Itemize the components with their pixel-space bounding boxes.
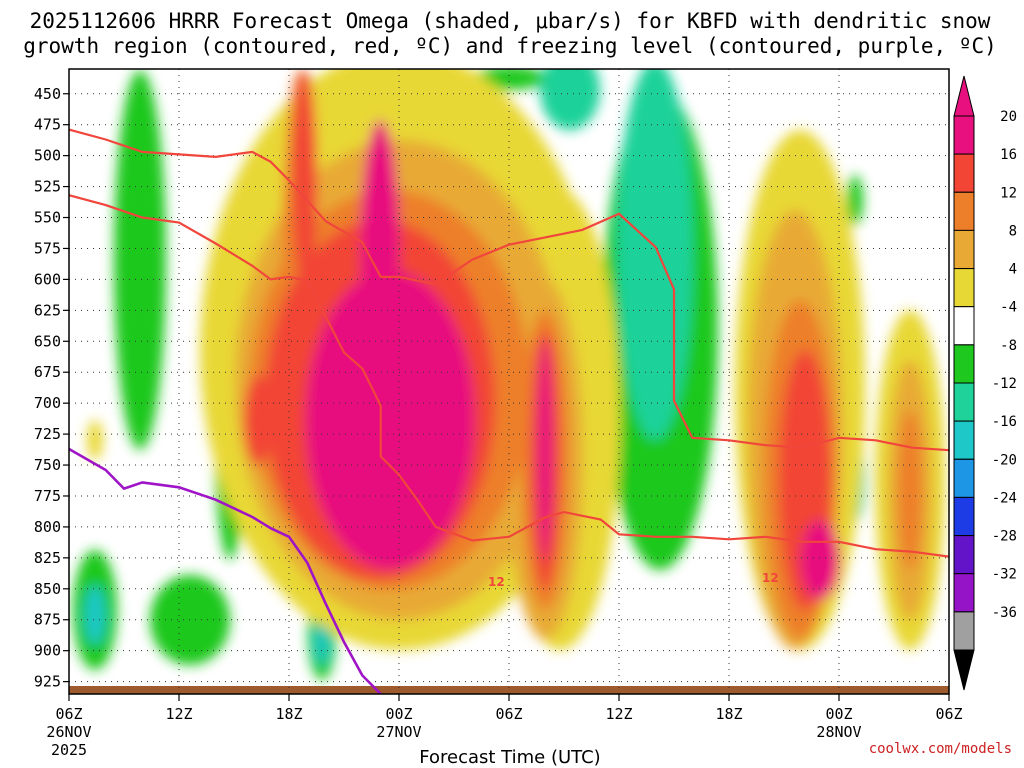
- colorbar-label: -36: [992, 605, 1017, 621]
- dgz-label-b: 12: [762, 571, 779, 585]
- dgz-contour-lower: [69, 128, 949, 452]
- y-tick-label: 875: [34, 611, 61, 629]
- x-tick-label: 12Z: [605, 705, 632, 723]
- colorbar-swatch: [953, 268, 975, 308]
- colorbar-swatch: [953, 420, 975, 460]
- credit-text: coolwx.com/models: [869, 741, 1012, 757]
- chart-title-line2: growth region (contoured, red, ºC) and f…: [23, 34, 997, 58]
- colorbar-swatch: [953, 611, 975, 651]
- colorbar-label: 8: [1009, 223, 1017, 239]
- y-tick-label: 650: [34, 332, 61, 350]
- omega-core-2: [360, 120, 400, 380]
- colorbar-swatch: [953, 458, 975, 498]
- y-tick-label: 450: [34, 85, 61, 103]
- omega-pos-area-19: [244, 375, 272, 465]
- omega-core-3: [537, 340, 553, 560]
- colorbar-label: -4: [1000, 300, 1017, 316]
- colorbar-swatch: [953, 229, 975, 269]
- y-tick-label: 825: [34, 549, 61, 567]
- colorbar-swatch: [953, 344, 975, 384]
- x-tick-label: 06Z: [55, 705, 82, 723]
- omega-neg-area-1: [114, 70, 166, 450]
- chart-title-line1: 2025112606 HRRR Forecast Omega (shaded, …: [30, 9, 991, 33]
- x-tick-label: 06Z: [935, 705, 962, 723]
- x-tick-label: 18Z: [715, 705, 742, 723]
- colorbar-label: -12: [992, 376, 1017, 392]
- x-tick-label: 06Z: [495, 705, 522, 723]
- colorbar-swatch: [953, 191, 975, 231]
- y-tick-label: 575: [34, 239, 61, 257]
- omega-pos-area-13: [898, 410, 922, 570]
- contour-layer: 12 12: [69, 128, 949, 694]
- colorbar-swatch: [953, 535, 975, 575]
- ground-strip: [69, 686, 949, 694]
- y-axis: 450 475 500 525 550 575 600 625 650 675 700 725 750 7…: [34, 85, 69, 691]
- y-tick-label: 750: [34, 456, 61, 474]
- colorbar-label: -8: [1000, 338, 1017, 354]
- colorbar-swatch: [953, 115, 975, 155]
- y-tick-label: 500: [34, 147, 61, 165]
- dgz-contour-upper: [69, 194, 949, 558]
- colorbar-swatch: [953, 496, 975, 536]
- x-tick-date: 28NOV: [816, 723, 861, 741]
- omega-neg-area-10: [540, 69, 600, 130]
- x-tick-label: 18Z: [275, 705, 302, 723]
- colorbar: 20 16 12 8 4 -4 -8 -12 -16 -20 -24 -28 -32 -36: [953, 75, 1017, 691]
- colorbar-label: 16: [1000, 147, 1017, 163]
- colorbar-bottom-arrow: [953, 649, 975, 691]
- colorbar-swatch: [953, 153, 975, 193]
- colorbar-label: -20: [992, 452, 1017, 468]
- omega-core-1: [305, 270, 475, 570]
- colorbar-top-arrow: [953, 75, 975, 117]
- y-tick-label: 475: [34, 116, 61, 134]
- x-axis-label: Forecast Time (UTC): [419, 747, 600, 768]
- colorbar-swatch: [953, 573, 975, 613]
- y-tick-label: 725: [34, 425, 61, 443]
- y-tick-label: 600: [34, 270, 61, 288]
- y-tick-label: 675: [34, 363, 61, 381]
- y-tick-label: 550: [34, 209, 61, 227]
- x-tick-year: 2025: [51, 741, 87, 759]
- colorbar-label: -24: [992, 490, 1017, 506]
- colorbar-label: -16: [992, 414, 1017, 430]
- dgz-label-a: 12: [488, 575, 505, 589]
- x-tick-label: 00Z: [385, 705, 412, 723]
- omega-shading: [69, 69, 949, 694]
- x-tick-date: 27NOV: [376, 723, 421, 741]
- x-tick-date: 26NOV: [46, 723, 91, 741]
- y-tick-label: 850: [34, 580, 61, 598]
- y-tick-label: 700: [34, 394, 61, 412]
- y-tick-label: 900: [34, 642, 61, 660]
- omega-neg-area-9: [617, 69, 693, 440]
- omega-neg-area-3: [85, 585, 105, 645]
- y-tick-label: 525: [34, 178, 61, 196]
- y-tick-label: 775: [34, 487, 61, 505]
- omega-neg-area-12: [847, 175, 863, 225]
- y-tick-label: 800: [34, 518, 61, 536]
- colorbar-label: -28: [992, 529, 1017, 545]
- colorbar-label: 12: [1000, 185, 1017, 201]
- colorbar-label: -32: [992, 567, 1017, 583]
- omega-core-4: [800, 520, 840, 600]
- omega-blobs: [73, 69, 945, 680]
- omega-pos-area-5: [87, 420, 103, 460]
- x-tick-label: 12Z: [165, 705, 192, 723]
- colorbar-label: 20: [1000, 109, 1017, 125]
- y-tick-label: 925: [34, 673, 61, 691]
- omega-pos-area-18: [293, 70, 317, 290]
- colorbar-swatch: [953, 306, 975, 346]
- y-tick-label: 625: [34, 301, 61, 319]
- colorbar-swatch: [953, 382, 975, 422]
- x-tick-label: 00Z: [825, 705, 852, 723]
- colorbar-label: 4: [1009, 262, 1017, 278]
- freezing-level-contour: [69, 447, 382, 694]
